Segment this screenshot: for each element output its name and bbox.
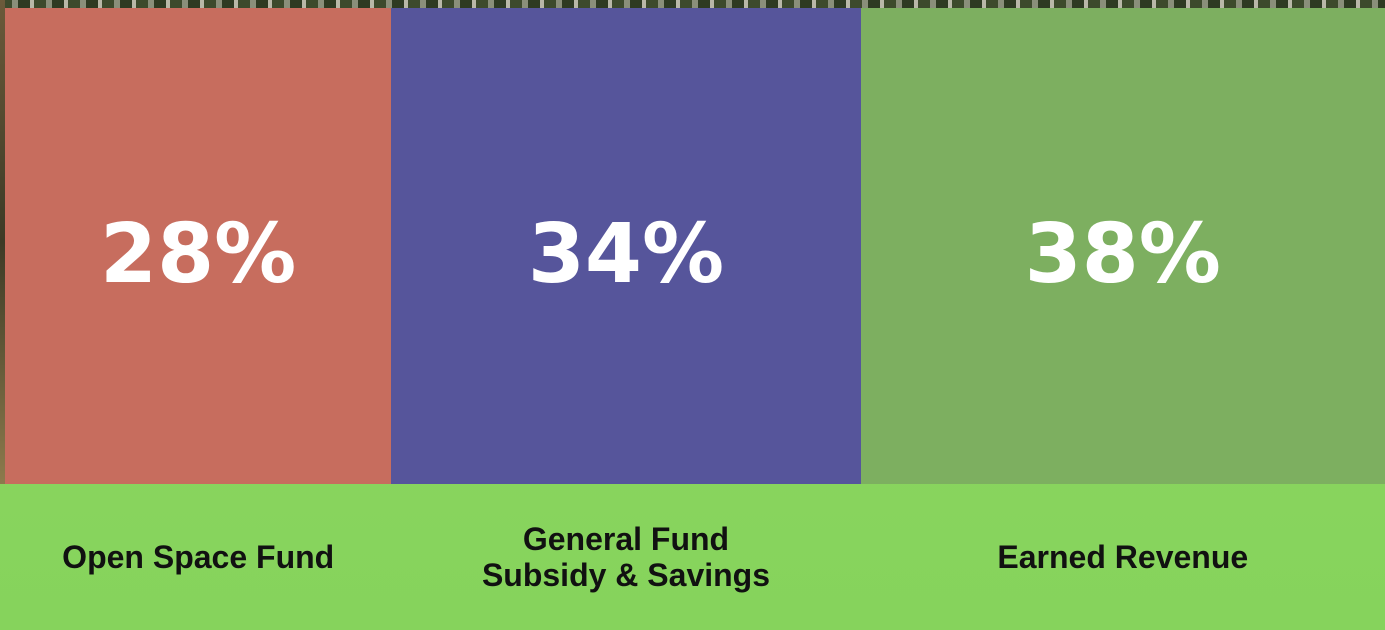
category-label: General Fund Subsidy & Savings — [481, 521, 771, 593]
category-label: Earned Revenue — [997, 539, 1249, 575]
value-label: 28% — [100, 207, 297, 302]
value-label: 34% — [527, 207, 725, 302]
photo-strip — [0, 0, 5, 484]
value-label: 38% — [1024, 207, 1221, 302]
category-label: Open Space Fund — [62, 539, 335, 575]
photo-strip — [0, 0, 1385, 8]
bar-segment — [860, 8, 1385, 484]
bar-segment — [391, 8, 861, 484]
bar-segment — [5, 8, 392, 484]
